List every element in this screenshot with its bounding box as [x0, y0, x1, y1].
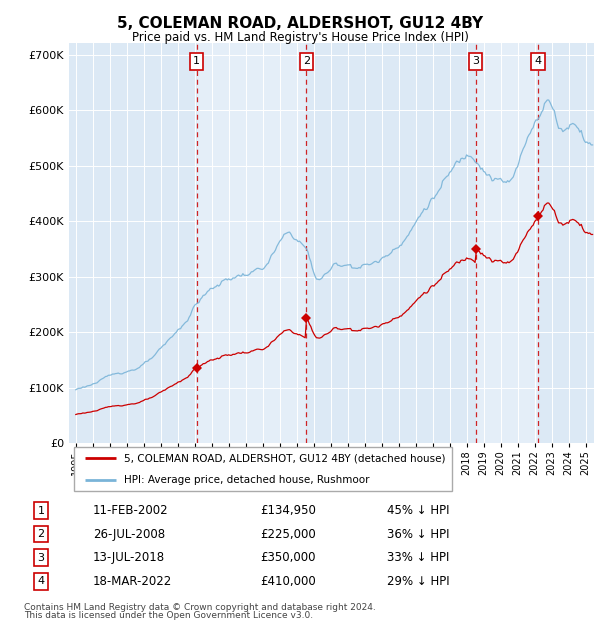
Text: 2: 2	[37, 529, 44, 539]
Text: 3: 3	[472, 56, 479, 66]
FancyBboxPatch shape	[74, 446, 452, 492]
Text: 18-MAR-2022: 18-MAR-2022	[93, 575, 172, 588]
Text: £410,000: £410,000	[260, 575, 316, 588]
Text: HPI: Average price, detached house, Rushmoor: HPI: Average price, detached house, Rush…	[124, 475, 370, 485]
Text: 3: 3	[38, 552, 44, 563]
Text: 11-FEB-2002: 11-FEB-2002	[93, 504, 169, 517]
Bar	[307, 43, 476, 443]
Text: 26-JUL-2008: 26-JUL-2008	[93, 528, 165, 541]
Bar	[538, 43, 594, 443]
Text: 4: 4	[535, 56, 542, 66]
Bar	[197, 43, 307, 443]
Text: 29% ↓ HPI: 29% ↓ HPI	[386, 575, 449, 588]
Text: 33% ↓ HPI: 33% ↓ HPI	[386, 551, 449, 564]
Text: £134,950: £134,950	[260, 504, 316, 517]
Text: 5, COLEMAN ROAD, ALDERSHOT, GU12 4BY: 5, COLEMAN ROAD, ALDERSHOT, GU12 4BY	[117, 16, 483, 30]
Text: This data is licensed under the Open Government Licence v3.0.: This data is licensed under the Open Gov…	[24, 611, 313, 620]
Text: 4: 4	[37, 576, 44, 587]
Text: Contains HM Land Registry data © Crown copyright and database right 2024.: Contains HM Land Registry data © Crown c…	[24, 603, 376, 613]
Text: 2: 2	[303, 56, 310, 66]
Text: 1: 1	[193, 56, 200, 66]
Text: 13-JUL-2018: 13-JUL-2018	[93, 551, 165, 564]
Text: Price paid vs. HM Land Registry's House Price Index (HPI): Price paid vs. HM Land Registry's House …	[131, 31, 469, 44]
Text: 36% ↓ HPI: 36% ↓ HPI	[386, 528, 449, 541]
Text: £350,000: £350,000	[260, 551, 316, 564]
Text: 45% ↓ HPI: 45% ↓ HPI	[386, 504, 449, 517]
Bar	[69, 43, 197, 443]
Text: £225,000: £225,000	[260, 528, 316, 541]
Text: 1: 1	[38, 505, 44, 515]
Bar	[476, 43, 538, 443]
Text: 5, COLEMAN ROAD, ALDERSHOT, GU12 4BY (detached house): 5, COLEMAN ROAD, ALDERSHOT, GU12 4BY (de…	[124, 453, 446, 463]
